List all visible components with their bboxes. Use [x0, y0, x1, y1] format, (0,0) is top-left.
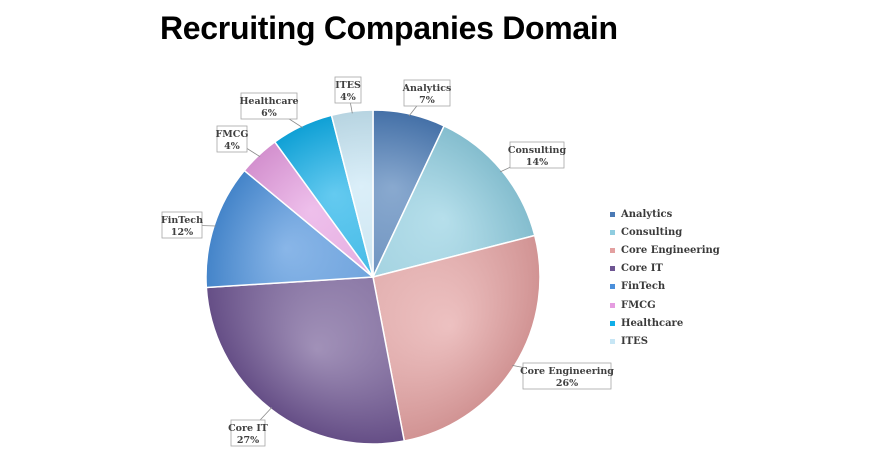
pie-slice-core-it[interactable] — [205, 276, 406, 445]
legend: Analytics Consulting Core Engineering Core … — [610, 205, 720, 351]
pie-slice-core-engineering[interactable] — [372, 234, 541, 442]
data-label-box — [509, 141, 565, 169]
legend-swatch — [610, 284, 615, 290]
legend-swatch — [610, 266, 615, 272]
legend-label: Analytics — [621, 208, 673, 220]
data-label-box — [240, 92, 298, 120]
legend-swatch — [610, 247, 615, 253]
legend-label: FinTech — [621, 281, 666, 293]
data-label-category: FMCG — [216, 129, 249, 140]
pie-slices — [205, 109, 541, 445]
legend-swatch — [610, 338, 615, 344]
pie-slice-fintech[interactable] — [205, 169, 375, 289]
data-label-percent: 4% — [340, 92, 356, 103]
data-label-category: FinTech — [161, 215, 203, 226]
data-label-percent: 26% — [556, 378, 578, 389]
legend-item: ITES — [610, 332, 720, 350]
legend-item: Core IT — [610, 260, 720, 278]
legend-item: FinTech — [610, 278, 720, 296]
data-label-percent: 14% — [526, 157, 548, 168]
data-label-percent: 4% — [224, 141, 240, 152]
legend-label: ITES — [621, 335, 648, 347]
data-label-box — [334, 76, 362, 104]
data-label-box — [403, 79, 451, 107]
legend-item: FMCG — [610, 296, 720, 314]
data-label-category: Consulting — [508, 145, 567, 156]
data-label-category: Core Engineering — [520, 366, 614, 377]
data-label-category: ITES — [335, 80, 361, 91]
legend-swatch — [610, 302, 615, 308]
legend-swatch — [610, 211, 615, 217]
data-label-percent: 7% — [419, 95, 435, 106]
data-label-category: Analytics — [402, 83, 452, 94]
data-label-box — [230, 419, 266, 447]
data-label-box — [161, 211, 203, 239]
legend-label: Healthcare — [621, 317, 684, 329]
data-label-box — [216, 125, 248, 153]
legend-label: Consulting — [621, 226, 683, 238]
legend-label: Core Engineering — [621, 244, 720, 256]
data-label-category: Healthcare — [239, 96, 298, 107]
legend-item: Healthcare — [610, 314, 720, 332]
data-label-percent: 6% — [261, 108, 277, 119]
legend-item: Core Engineering — [610, 241, 720, 259]
legend-item: Analytics — [610, 205, 720, 223]
data-label-percent: 12% — [171, 227, 193, 238]
legend-swatch — [610, 320, 615, 326]
legend-label: Core IT — [621, 263, 663, 275]
legend-item: Consulting — [610, 223, 720, 241]
legend-swatch — [610, 229, 615, 235]
data-label-box — [522, 362, 612, 390]
chart-title: Recruiting Companies Domain — [160, 10, 618, 46]
data-label-percent: 27% — [237, 435, 259, 446]
legend-label: FMCG — [621, 299, 656, 311]
pie-slice-consulting[interactable] — [371, 124, 536, 279]
data-label-category: Core IT — [228, 423, 268, 434]
